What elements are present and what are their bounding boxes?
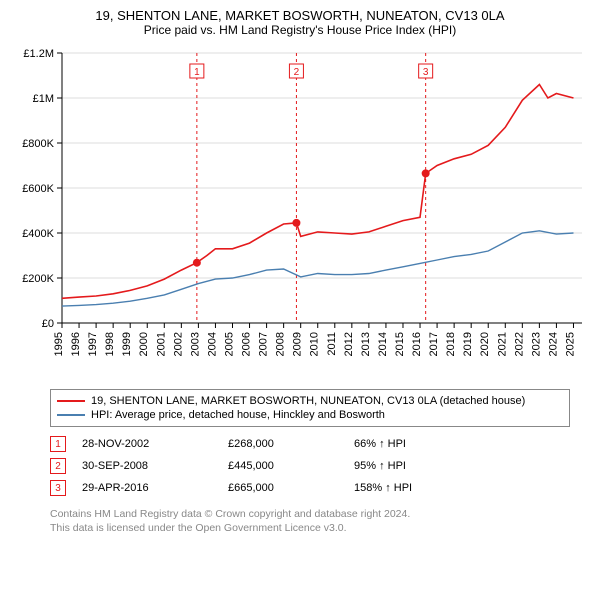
event-marker-3: 3 bbox=[50, 480, 66, 496]
svg-text:£0: £0 bbox=[42, 318, 54, 330]
event-pct-1: 66% ↑ HPI bbox=[354, 438, 406, 450]
event-pct-3: 158% ↑ HPI bbox=[354, 482, 412, 494]
svg-text:2012: 2012 bbox=[343, 332, 355, 356]
svg-text:2011: 2011 bbox=[326, 332, 338, 356]
svg-text:2022: 2022 bbox=[513, 332, 525, 356]
footer-line-2: This data is licensed under the Open Gov… bbox=[50, 521, 590, 535]
svg-text:2010: 2010 bbox=[309, 332, 321, 356]
svg-text:2014: 2014 bbox=[377, 332, 389, 356]
legend-swatch-hpi bbox=[57, 414, 85, 416]
legend-item-hpi: HPI: Average price, detached house, Hinc… bbox=[57, 408, 563, 422]
svg-text:2002: 2002 bbox=[172, 332, 184, 356]
event-price-1: £268,000 bbox=[228, 438, 338, 450]
svg-text:2: 2 bbox=[294, 67, 300, 78]
event-date-1: 28-NOV-2002 bbox=[82, 438, 212, 450]
svg-text:1998: 1998 bbox=[104, 332, 116, 356]
event-date-3: 29-APR-2016 bbox=[82, 482, 212, 494]
svg-text:2015: 2015 bbox=[394, 332, 406, 356]
footer-line-1: Contains HM Land Registry data © Crown c… bbox=[50, 507, 590, 521]
event-row-3: 3 29-APR-2016 £665,000 158% ↑ HPI bbox=[50, 477, 570, 499]
legend: 19, SHENTON LANE, MARKET BOSWORTH, NUNEA… bbox=[50, 389, 570, 427]
svg-text:2006: 2006 bbox=[241, 332, 253, 356]
svg-text:£1M: £1M bbox=[33, 93, 54, 105]
event-marker-2: 2 bbox=[50, 458, 66, 474]
event-price-2: £445,000 bbox=[228, 460, 338, 472]
event-date-2: 30-SEP-2008 bbox=[82, 460, 212, 472]
event-price-3: £665,000 bbox=[228, 482, 338, 494]
event-marker-1: 1 bbox=[50, 436, 66, 452]
event-row-2: 2 30-SEP-2008 £445,000 95% ↑ HPI bbox=[50, 455, 570, 477]
svg-text:2007: 2007 bbox=[258, 332, 270, 356]
svg-text:2021: 2021 bbox=[496, 332, 508, 356]
svg-text:2025: 2025 bbox=[564, 332, 576, 356]
legend-item-property: 19, SHENTON LANE, MARKET BOSWORTH, NUNEA… bbox=[57, 394, 563, 408]
svg-text:£800K: £800K bbox=[22, 138, 54, 150]
svg-text:2018: 2018 bbox=[445, 332, 457, 356]
legend-label-property: 19, SHENTON LANE, MARKET BOSWORTH, NUNEA… bbox=[91, 395, 525, 407]
event-row-1: 1 28-NOV-2002 £268,000 66% ↑ HPI bbox=[50, 433, 570, 455]
svg-text:2009: 2009 bbox=[292, 332, 304, 356]
svg-text:£1.2M: £1.2M bbox=[23, 48, 54, 60]
svg-text:2016: 2016 bbox=[411, 332, 423, 356]
chart-subtitle: Price paid vs. HM Land Registry's House … bbox=[10, 23, 590, 37]
svg-text:1999: 1999 bbox=[121, 332, 133, 356]
svg-text:2024: 2024 bbox=[547, 332, 559, 356]
svg-text:2019: 2019 bbox=[462, 332, 474, 356]
legend-swatch-property bbox=[57, 400, 85, 402]
svg-text:2008: 2008 bbox=[275, 332, 287, 356]
svg-text:1: 1 bbox=[194, 67, 200, 78]
svg-text:3: 3 bbox=[423, 67, 429, 78]
svg-text:£600K: £600K bbox=[22, 183, 54, 195]
svg-text:2000: 2000 bbox=[138, 332, 150, 356]
svg-text:£200K: £200K bbox=[22, 273, 54, 285]
svg-text:2017: 2017 bbox=[428, 332, 440, 356]
svg-text:1997: 1997 bbox=[87, 332, 99, 356]
svg-text:1996: 1996 bbox=[70, 332, 82, 356]
chart-svg: £0 £200K £400K £600K £800K £1M £1.2M 1995 1996 19… bbox=[10, 43, 590, 383]
svg-text:2020: 2020 bbox=[479, 332, 491, 356]
svg-text:2023: 2023 bbox=[530, 332, 542, 356]
footer: Contains HM Land Registry data © Crown c… bbox=[50, 507, 590, 535]
svg-text:2003: 2003 bbox=[189, 332, 201, 356]
chart-container: 19, SHENTON LANE, MARKET BOSWORTH, NUNEA… bbox=[0, 0, 600, 541]
svg-text:2005: 2005 bbox=[223, 332, 235, 356]
svg-text:£400K: £400K bbox=[22, 228, 54, 240]
plot-area: £0 £200K £400K £600K £800K £1M £1.2M 1995 1996 19… bbox=[10, 43, 590, 383]
chart-title: 19, SHENTON LANE, MARKET BOSWORTH, NUNEA… bbox=[10, 8, 590, 23]
svg-text:2013: 2013 bbox=[360, 332, 372, 356]
svg-text:1995: 1995 bbox=[53, 332, 65, 356]
svg-text:2004: 2004 bbox=[206, 332, 218, 356]
svg-text:2001: 2001 bbox=[155, 332, 167, 356]
event-pct-2: 95% ↑ HPI bbox=[354, 460, 406, 472]
event-table: 1 28-NOV-2002 £268,000 66% ↑ HPI 2 30-SE… bbox=[50, 433, 570, 499]
legend-label-hpi: HPI: Average price, detached house, Hinc… bbox=[91, 409, 385, 421]
